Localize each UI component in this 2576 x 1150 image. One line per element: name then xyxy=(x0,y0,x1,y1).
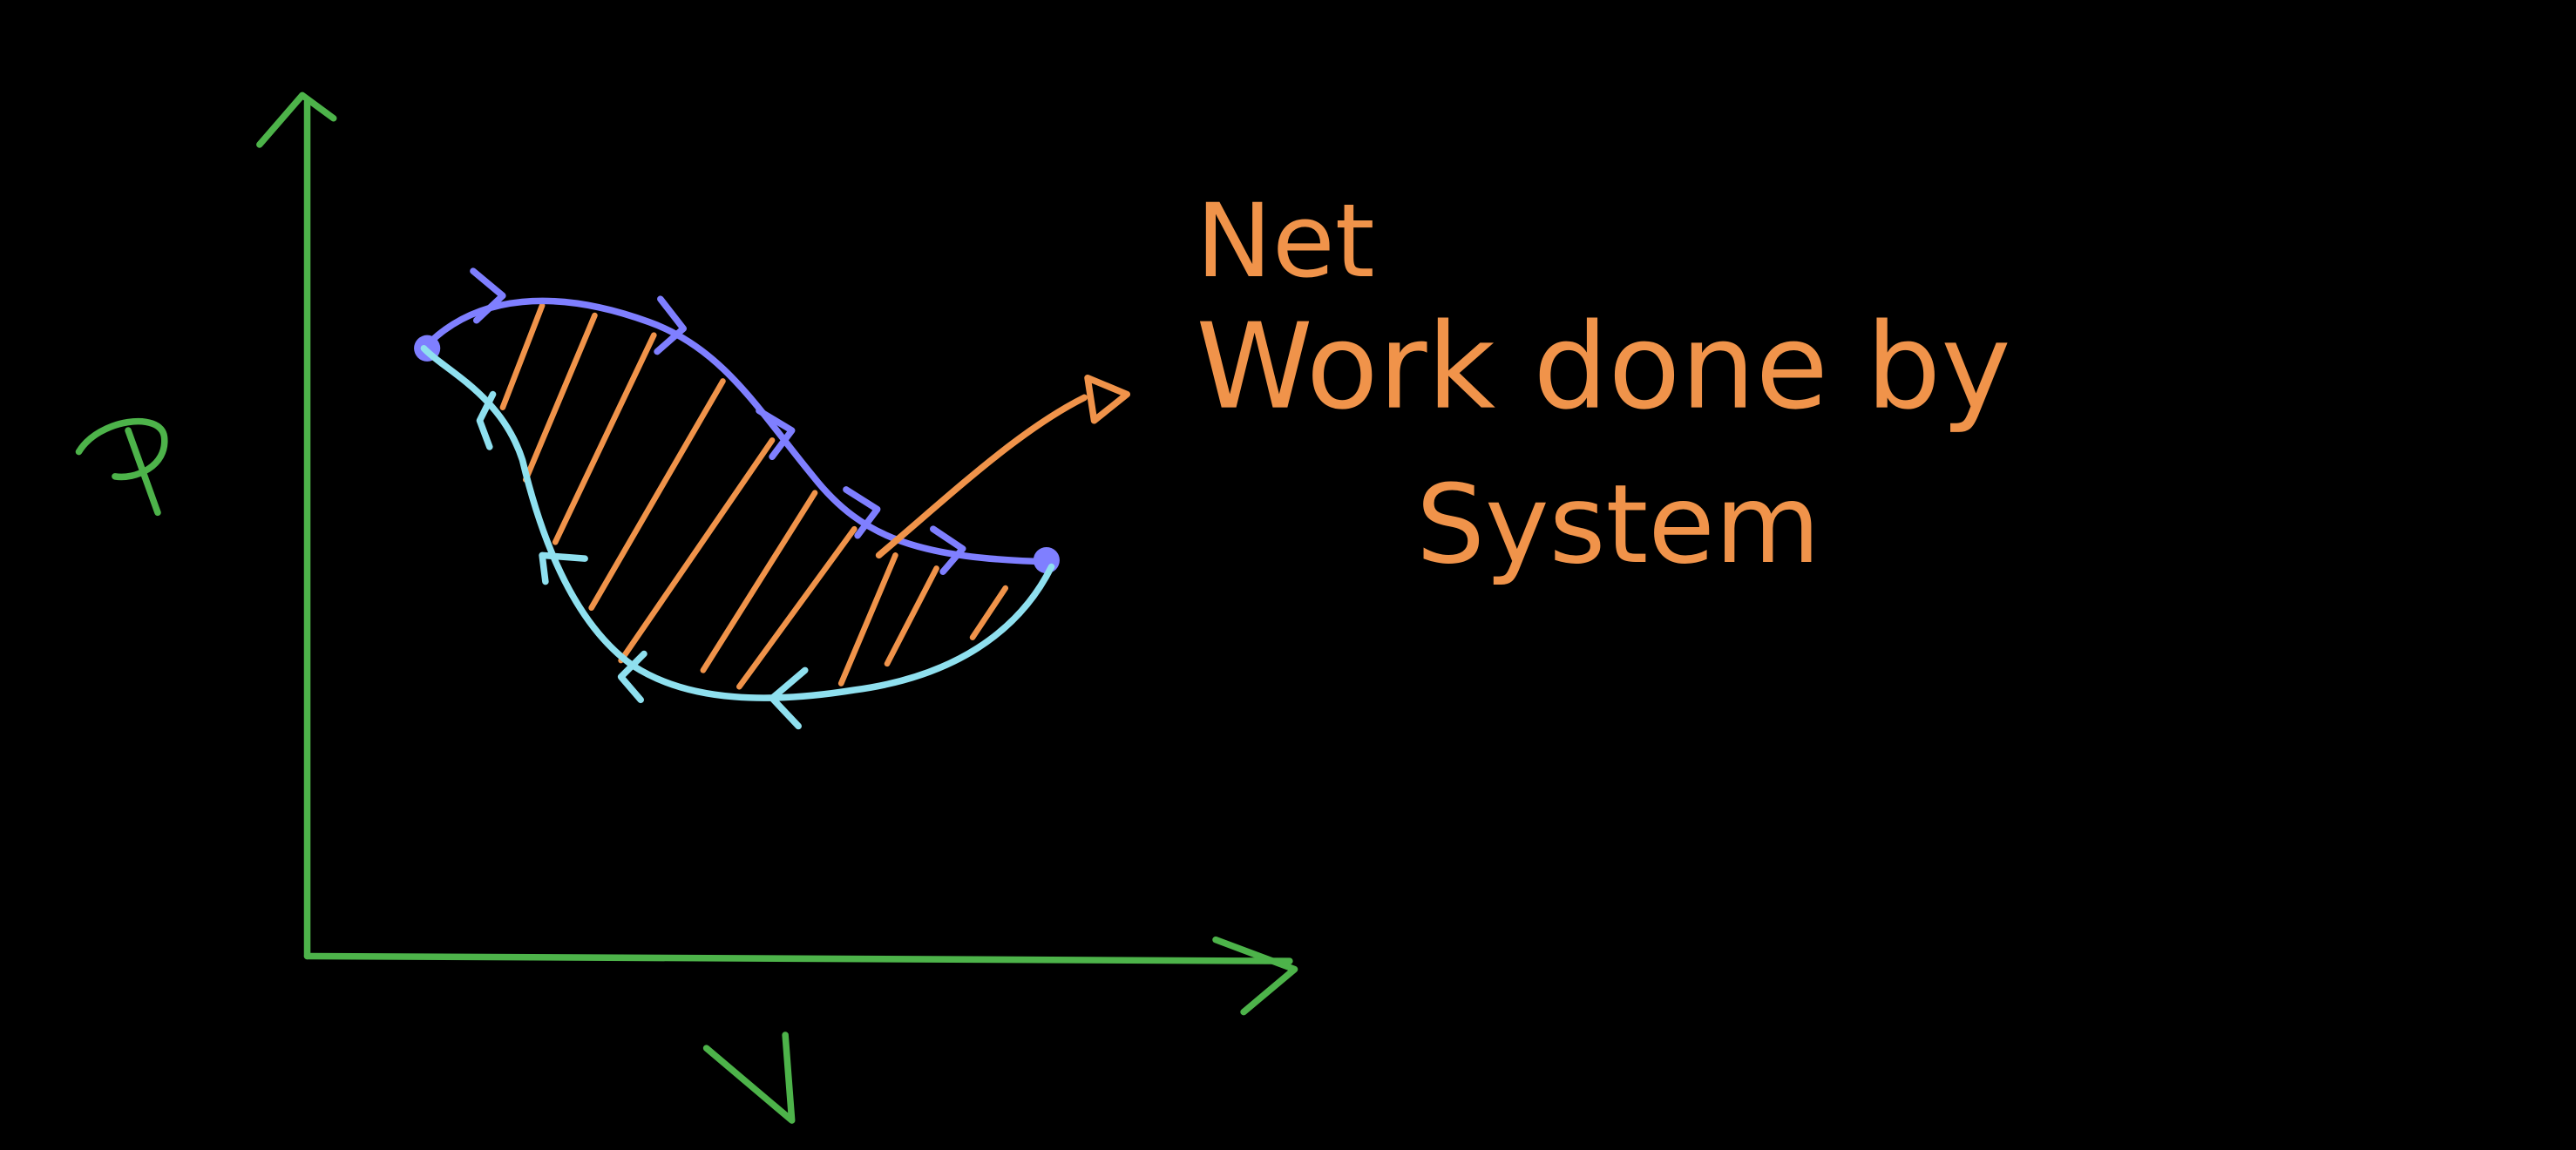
chevron-right-icon xyxy=(930,525,966,575)
x-axis-label-glyph xyxy=(702,1032,796,1124)
chevron-left-icon xyxy=(476,390,497,450)
arrow-right-icon xyxy=(1084,374,1131,424)
hatch-line xyxy=(736,525,858,690)
hatch-line xyxy=(552,332,657,545)
axis-labels: P V xyxy=(95,495,724,1109)
annotation-line-1: Net xyxy=(1196,182,1374,301)
hatch-line xyxy=(884,565,939,667)
pointer-line xyxy=(875,394,1088,559)
axes xyxy=(75,91,1298,1124)
annotation: Net Work done by System xyxy=(1196,182,2010,588)
net-work-hatching xyxy=(499,302,1009,690)
expansion-process xyxy=(414,267,1060,575)
chevron-right-icon xyxy=(654,295,688,355)
chevron-right-icon xyxy=(756,407,796,460)
hatch-line xyxy=(618,437,776,664)
annotation-line-3: System xyxy=(1416,462,1820,588)
y-axis-arrowhead-icon xyxy=(256,91,337,148)
chevron-left-icon xyxy=(769,666,809,730)
y-axis-label-glyph xyxy=(75,417,168,517)
annotation-pointer xyxy=(875,374,1131,559)
annotation-line-2: Work done by xyxy=(1196,299,2010,436)
compression-curve xyxy=(420,345,1055,701)
hatch-line xyxy=(499,302,546,410)
hatch-line xyxy=(522,312,598,483)
chevron-right-icon xyxy=(470,267,506,324)
hatch-line xyxy=(588,378,726,612)
chevron-right-icon xyxy=(843,486,881,539)
x-axis xyxy=(303,952,1293,964)
expansion-curve xyxy=(420,297,1055,565)
x-axis-arrowhead-icon xyxy=(1212,936,1298,1016)
chevron-left-icon xyxy=(617,650,647,704)
hatch-line xyxy=(837,552,898,687)
hatch-line xyxy=(969,585,1009,640)
chevron-left-icon xyxy=(539,551,588,585)
compression-process xyxy=(420,345,1055,730)
hatch-line xyxy=(700,490,818,673)
